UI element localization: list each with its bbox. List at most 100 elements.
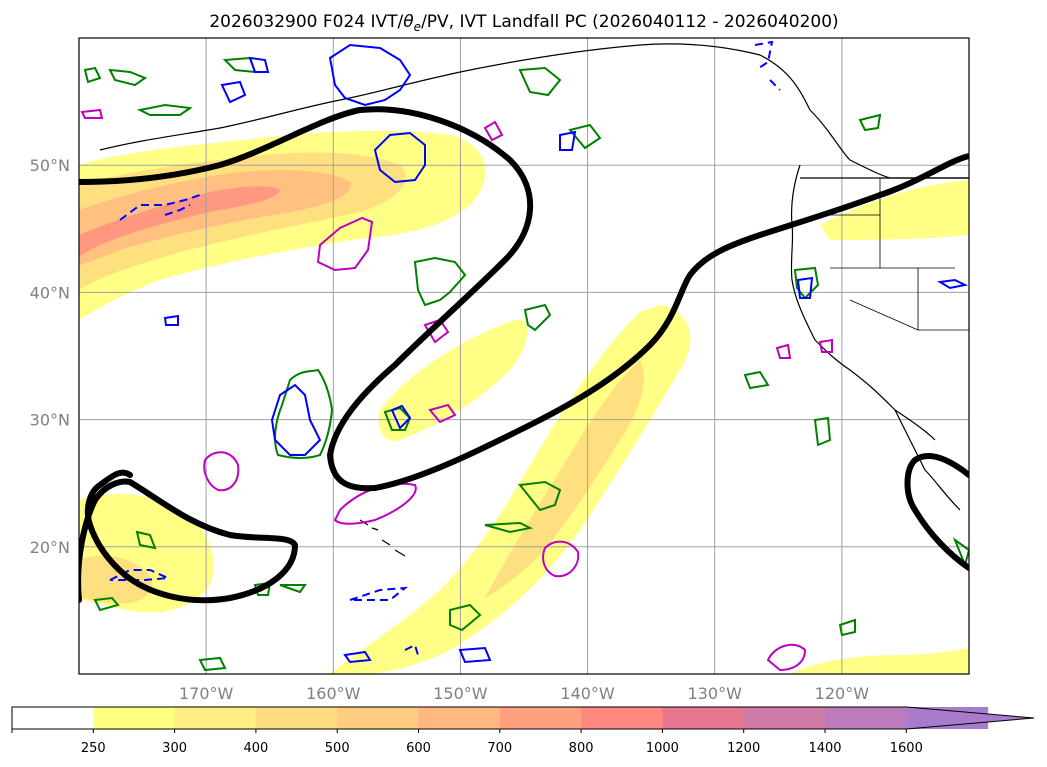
latitude-tick-label: 50°N: [30, 156, 70, 175]
pv-contour: [163, 314, 179, 326]
landfall-pc-contour: [775, 343, 792, 359]
latitude-tick-label: 30°N: [30, 411, 70, 430]
colorbar-segment: [174, 707, 257, 729]
pv-contour: [220, 80, 247, 104]
pv-contour: [404, 643, 419, 656]
figure-title: 2026032900 F024 IVT/θe/PV, IVT Landfall …: [209, 12, 838, 34]
ivt-fill-north-band-500: [79, 170, 351, 266]
landfall-pc-contour: [766, 643, 807, 672]
colorbar-tick-label: 300: [162, 741, 187, 756]
theta-e-contour: [136, 103, 193, 116]
colorbar-tick-label: 500: [325, 741, 350, 756]
california-coast: [791, 279, 936, 441]
colorbar-segment: [418, 707, 501, 729]
pv-contour: [248, 56, 270, 73]
latitude-tick-label: 20°N: [30, 538, 70, 557]
colorbar-segment: [743, 707, 826, 729]
pv-contour: [458, 646, 492, 664]
colorbar-tick-label: 400: [243, 741, 268, 756]
colorbar-tick-label: 600: [406, 741, 431, 756]
pv-contour: [328, 43, 412, 107]
landfall-pc-contour: [818, 338, 833, 353]
pv-contour: [390, 404, 412, 430]
ivt-threshold-contours: [79, 106, 969, 604]
landfall-pc-contour: [316, 216, 374, 272]
landfall-pc-contour: [80, 108, 104, 119]
pv-contour: [109, 569, 169, 581]
ivt-threshold-contour-southeast: [904, 453, 969, 571]
landfall-pc-contour: [542, 540, 580, 578]
colorbar-segment: [581, 707, 663, 729]
longitude-tick-label: 120°W: [815, 684, 870, 703]
longitude-tick-label: 130°W: [688, 684, 743, 703]
theta-e-contour: [813, 416, 832, 447]
theta-e-contour: [952, 537, 969, 569]
colorbar-segment: [662, 707, 745, 729]
pv-contour: [559, 130, 577, 151]
ivt-threshold-contour-north: [79, 106, 969, 492]
theta-e-contour: [743, 370, 770, 390]
theta-e-contour: [523, 303, 552, 332]
theta-e-contour: [518, 480, 562, 512]
ivt-shading: [79, 130, 969, 674]
baja-coast: [894, 409, 961, 511]
theta-e-contour: [484, 521, 534, 534]
theta-e-contours: [83, 56, 969, 672]
colorbar-segment: [337, 707, 419, 729]
coastlines: [99, 43, 969, 557]
colorbar-tick-label: 800: [569, 741, 594, 756]
state-borders: [830, 178, 969, 331]
latitude-tick-label: 40°N: [30, 283, 70, 302]
ivt-fill-southwest-300: [79, 555, 153, 604]
theta-e-contour: [858, 113, 882, 132]
theta-e-contour: [83, 66, 102, 84]
colorbar-tick-label: 1000: [646, 741, 679, 756]
theta-e-contour: [198, 656, 227, 672]
ivt-threshold-contour-southwest: [79, 469, 298, 604]
pv-contour: [119, 194, 201, 221]
longitude-tick-label: 150°W: [433, 684, 488, 703]
pv-contour: [343, 650, 372, 664]
colorbar-segment: [12, 707, 94, 729]
pv-contour: [796, 276, 814, 299]
pv-contour: [349, 586, 409, 601]
colorbar-tick-label: 700: [487, 741, 512, 756]
theta-e-contour: [518, 66, 562, 97]
landfall-pc-contour: [423, 318, 450, 344]
theta-e-contour: [93, 596, 120, 612]
pv-contour: [373, 131, 426, 184]
colorbar-outline: [11, 706, 1035, 730]
colorbar: 250 300 400 500 600 700 800 1000 1200 1400 1600: [11, 706, 1035, 756]
ivt-fill-central-band: [378, 319, 528, 441]
colorbar-tick-label: 250: [81, 741, 106, 756]
ivt-fill-subtropical-band: [330, 305, 691, 674]
colorbar-segment: [825, 707, 907, 729]
pv-contours: [109, 40, 969, 664]
colorbar-segment: [255, 707, 338, 729]
pv-contour: [937, 278, 969, 290]
theta-e-contour: [274, 368, 334, 459]
longitude-labels: 170°W 160°W 150°W 140°W 130°W 120°W: [179, 684, 869, 703]
bc-coast: [809, 109, 969, 179]
colorbar-tick-label: 1600: [890, 741, 923, 756]
ivt-fill-bottom-right: [790, 648, 969, 674]
map-panel: 50°N 40°N 30°N 20°N 170°W 160°W 150°W 140°W 130…: [30, 37, 970, 703]
theta-e-contour: [568, 123, 602, 150]
map-frame: [78, 37, 970, 675]
pv-contour: [754, 40, 781, 91]
ivt-fill-east: [820, 180, 969, 240]
theta-e-contour: [449, 603, 482, 632]
longitude-tick-label: 170°W: [179, 684, 234, 703]
theta-e-contour: [279, 584, 307, 594]
colorbar-segment: [93, 707, 176, 729]
landfall-pc-contour: [483, 120, 504, 142]
landfall-pc-contour: [428, 403, 457, 424]
map-layers: [79, 38, 969, 674]
colorbar-tick-label: 1400: [808, 741, 841, 756]
colorbar-tick-label: 1200: [727, 741, 760, 756]
colorbar-segment: [499, 707, 582, 729]
theta-e-contour: [108, 68, 148, 87]
alaska-coast: [99, 43, 811, 151]
theta-e-contour: [413, 256, 467, 307]
